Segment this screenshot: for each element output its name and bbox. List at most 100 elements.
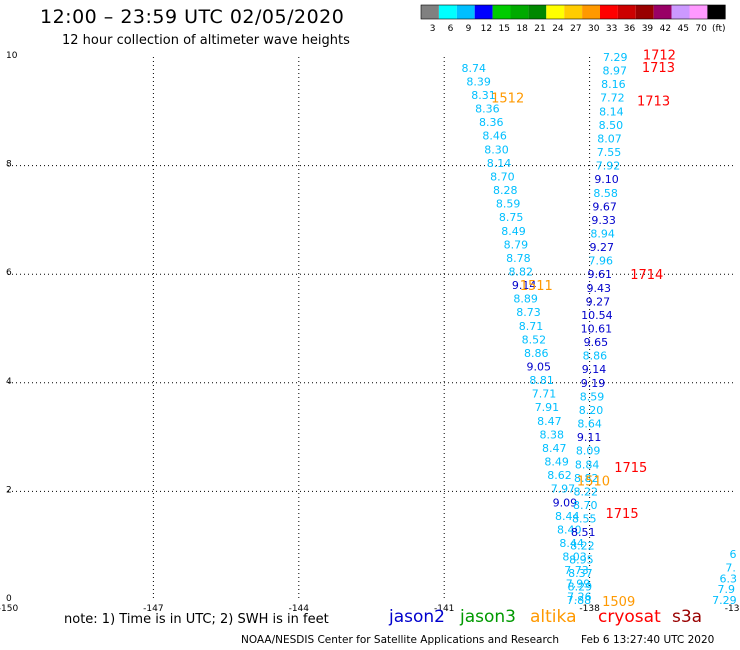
mission-label-cryosat: cryosat <box>598 607 661 627</box>
swh-value-label: 8.36 <box>475 103 500 116</box>
swh-value-label: 8.44 <box>559 537 584 550</box>
x-tick-label: -147 <box>143 604 163 614</box>
legend-bin-label: 36 <box>624 24 636 34</box>
swh-value-label: 9.33 <box>591 214 616 227</box>
pass-number-label: 1712 <box>643 48 676 63</box>
swh-value-label: 8.94 <box>590 227 615 240</box>
legend-swatch <box>456 5 475 19</box>
swh-value-label: 8.44 <box>555 510 580 523</box>
swh-value-label: 9.19 <box>581 377 606 390</box>
pass-number-label: 1715 <box>614 461 647 476</box>
legend-swatch <box>438 5 457 19</box>
legend-bin-label: 24 <box>552 24 564 34</box>
pass-number-label: 1512 <box>491 92 524 107</box>
swh-value-label: 6.3 <box>719 572 737 585</box>
swh-value-label: 9.65 <box>584 336 609 349</box>
swh-value-label: 8.71 <box>519 320 544 333</box>
swh-value-label: 9.05 <box>526 361 551 374</box>
swh-value-label: 6 <box>730 548 737 561</box>
mission-label-altika: altika <box>530 607 577 627</box>
swh-value-label: 9.10 <box>594 173 619 186</box>
swh-value-label: 8.86 <box>583 350 608 363</box>
swh-value-label: 8.49 <box>544 456 569 469</box>
swh-value-label: 7.26 <box>567 591 592 604</box>
swh-value-label: 8.30 <box>484 143 509 156</box>
legend-swatch <box>582 5 600 19</box>
swh-value-label: 8.39 <box>466 75 491 88</box>
generated-timestamp: Feb 6 13:27:40 UTC 2020 <box>581 634 715 646</box>
legend-swatch <box>600 5 618 19</box>
x-tick-label: -135 <box>725 604 740 614</box>
swh-value-label: 8.38 <box>540 428 565 441</box>
swh-value-label: 8.73 <box>516 306 541 319</box>
legend-swatch <box>564 5 583 19</box>
swh-value-label: 7. <box>725 561 736 574</box>
swh-value-label: 10.61 <box>581 323 613 336</box>
swh-value-label: 8.51 <box>571 526 596 539</box>
swh-value-label: 7.99 <box>566 578 591 591</box>
legend-unit-label: (ft) <box>712 24 726 34</box>
legend-bin-label: 27 <box>570 24 581 34</box>
swh-value-label: 7.88 <box>567 594 592 607</box>
swh-value-label: 8.49 <box>501 225 526 238</box>
swh-value-label: 8.16 <box>601 78 626 91</box>
swh-value-label: 7.97 <box>551 483 576 496</box>
x-tick-label: -144 <box>289 604 310 614</box>
swh-value-label: 8.64 <box>577 418 602 431</box>
swh-value-label: 8.59 <box>496 198 521 211</box>
x-tick-label: -141 <box>434 604 454 614</box>
pass-number-label: 1509 <box>602 595 635 610</box>
swh-value-label: 8.81 <box>529 374 554 387</box>
swh-value-label: 7.29 <box>712 594 737 607</box>
page-title: 12:00 – 23:59 UTC 02/05/2020 <box>40 6 345 28</box>
swh-value-label: 8.89 <box>513 293 538 306</box>
swh-value-label: 8.31 <box>471 89 496 102</box>
legend-bin-label: 15 <box>499 24 510 34</box>
swh-value-label: 7.55 <box>597 146 622 159</box>
legend-bin-label: 3 <box>430 24 436 34</box>
y-tick-label: 10 <box>6 51 18 61</box>
swh-value-label: 8.86 <box>524 347 549 360</box>
swh-value-label: 8.70 <box>490 170 515 183</box>
swh-value-label: 8.29 <box>568 580 593 593</box>
swh-value-label: 8.79 <box>504 238 529 251</box>
swh-value-label: 7.91 <box>535 401 560 414</box>
swh-value-label: 9.09 <box>553 496 578 509</box>
swh-value-label: 8.82 <box>509 265 534 278</box>
swh-value-label: 8.70 <box>573 499 598 512</box>
legend-swatch <box>510 5 529 19</box>
legend-swatch <box>707 5 726 19</box>
legend-swatch <box>528 5 547 19</box>
legend-swatch <box>492 5 511 19</box>
swh-value-label: 8.14 <box>599 105 624 118</box>
pass-number-label: 1510 <box>577 475 610 490</box>
swh-value-label: 8.84 <box>575 458 600 471</box>
y-tick-label: 0 <box>6 594 12 604</box>
swh-value-label: 8.75 <box>499 211 524 224</box>
swh-value-label: 7.72 <box>600 92 625 105</box>
swh-value-label: 8.59 <box>580 390 605 403</box>
swh-value-label: 9.27 <box>586 295 611 308</box>
swh-value-label: 9.67 <box>592 200 617 213</box>
swh-value-label: 8.52 <box>522 333 547 346</box>
credit-line: NOAA/NESDIS Center for Satellite Applica… <box>241 634 559 646</box>
swh-value-label: 8.09 <box>576 445 601 458</box>
legend-swatch <box>421 5 439 19</box>
x-tick-label: -150 <box>0 604 18 614</box>
pass-number-label: 1713 <box>642 61 675 76</box>
y-tick-label: 4 <box>6 377 12 387</box>
swh-value-label: 8.36 <box>479 116 504 129</box>
swh-value-label: 8.22 <box>570 540 595 553</box>
swh-value-label: 8.82 <box>574 472 599 485</box>
legend-bin-label: 45 <box>678 24 689 34</box>
swh-value-label: 9.61 <box>588 268 613 281</box>
swh-value-label: 8.78 <box>506 252 531 265</box>
swh-value-label: 8.74 <box>462 62 487 75</box>
legend-swatch <box>689 5 708 19</box>
page-subtitle: 12 hour collection of altimeter wave hei… <box>62 33 350 48</box>
swh-value-label: 8.55 <box>572 513 597 526</box>
footnote: note: 1) Time is in UTC; 2) SWH is in fe… <box>64 612 329 627</box>
swh-value-label: 9.14 <box>512 279 537 292</box>
legend-bin-label: 6 <box>448 24 454 34</box>
